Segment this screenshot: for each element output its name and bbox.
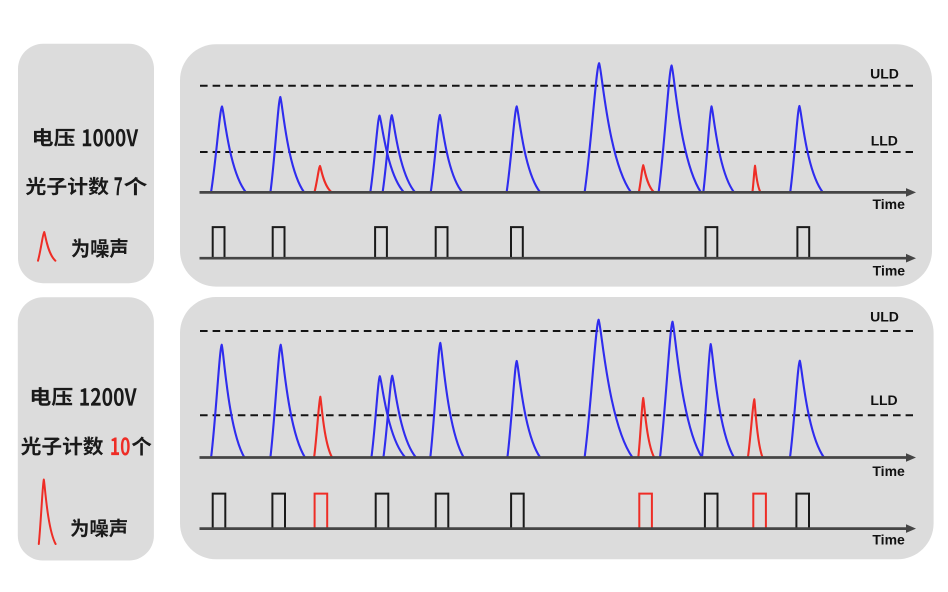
svg-text:Time: Time xyxy=(873,262,906,278)
svg-text:LLD: LLD xyxy=(870,392,897,408)
svg-text:Time: Time xyxy=(872,532,905,548)
svg-text:Time: Time xyxy=(872,463,905,479)
svg-text:ULD: ULD xyxy=(870,65,899,81)
svg-text:Time: Time xyxy=(872,196,905,212)
svg-text:ULD: ULD xyxy=(870,309,899,325)
svg-text:LLD: LLD xyxy=(871,132,898,148)
